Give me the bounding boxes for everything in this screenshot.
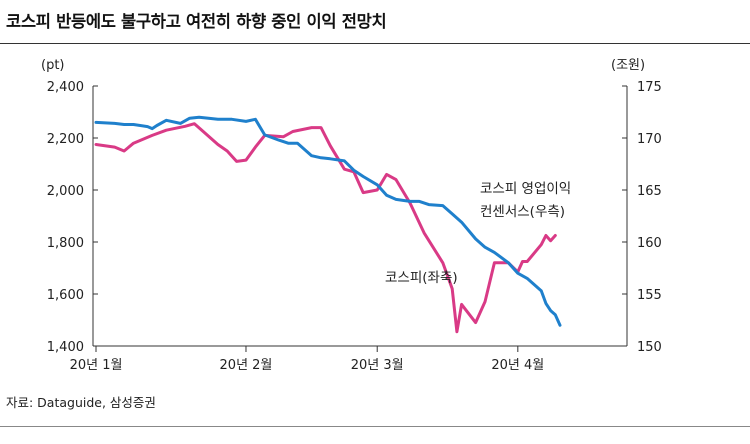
right-axis-tick-label: 150 bbox=[637, 340, 662, 355]
right-axis-tick-label: 165 bbox=[637, 184, 662, 199]
left-axis-tick-label: 2,200 bbox=[47, 132, 84, 147]
chart-title: 코스피 반등에도 불구하고 여전히 하향 중인 이익 전망치 bbox=[6, 12, 387, 31]
right-axis-unit: (조원) bbox=[611, 58, 645, 73]
title-divider bbox=[0, 43, 750, 44]
kospi-series-label: 코스피(좌축) bbox=[385, 270, 458, 286]
left-axis-tick-label: 1,600 bbox=[47, 288, 84, 303]
left-axis-tick-label: 2,400 bbox=[47, 80, 84, 95]
right-axis-tick-label: 170 bbox=[637, 132, 662, 147]
consensus-line bbox=[94, 115, 562, 327]
right-axis-tick-label: 155 bbox=[637, 288, 662, 303]
axes: (pt) (조원) 2,400 2,200 2,000 1,800 1,600 1,400 17… bbox=[41, 58, 662, 373]
consensus-series-label-line2: 컨센서스(우측) bbox=[480, 204, 565, 220]
left-axis-unit: (pt) bbox=[41, 58, 65, 73]
x-axis-tick-label: 20년 3월 bbox=[351, 358, 404, 373]
left-axis-tick-label: 1,400 bbox=[47, 340, 84, 355]
right-axis-tick-label: 175 bbox=[637, 80, 662, 95]
x-axis-tick-label: 20년 1월 bbox=[70, 358, 123, 373]
left-axis-tick-label: 2,000 bbox=[47, 184, 84, 199]
consensus-series-label-line1: 코스피 영업이익 bbox=[480, 181, 571, 197]
bottom-divider bbox=[0, 426, 750, 427]
right-axis-tick-label: 160 bbox=[637, 236, 662, 251]
left-axis-tick-label: 1,800 bbox=[47, 236, 84, 251]
series-lines bbox=[94, 115, 562, 334]
source-note: 자료: Dataguide, 삼성증권 bbox=[6, 395, 156, 410]
kospi-line bbox=[94, 122, 557, 334]
x-axis-tick-label: 20년 4월 bbox=[491, 358, 544, 373]
x-axis-tick-label: 20년 2월 bbox=[220, 358, 273, 373]
